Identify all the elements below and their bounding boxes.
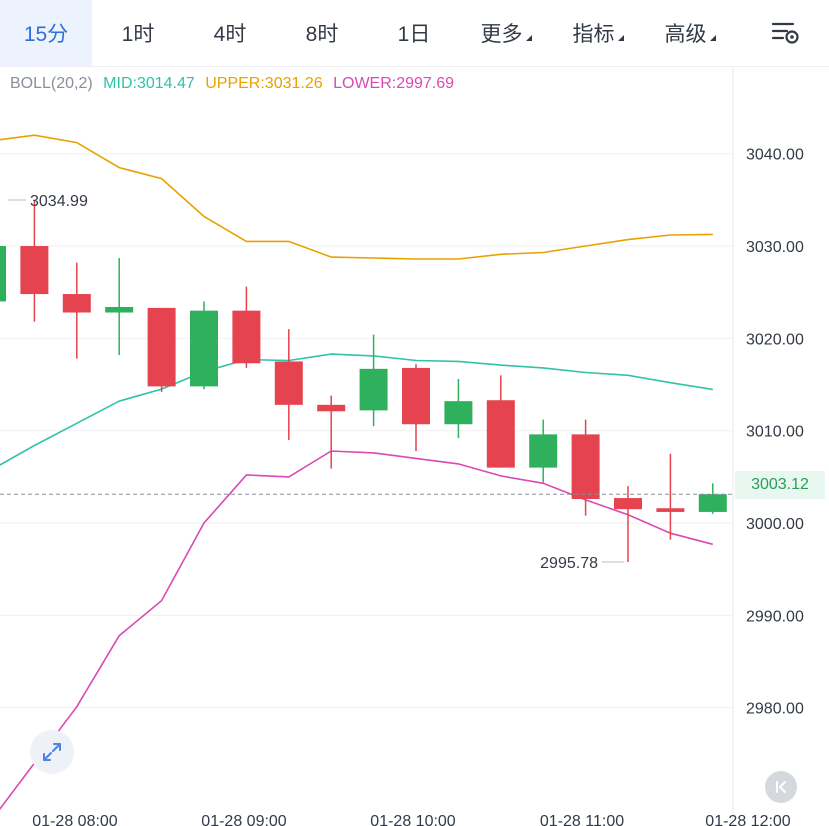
candle-body — [486, 400, 515, 468]
price-tick-label: 2980.00 — [746, 701, 804, 718]
chart-grid — [0, 153, 733, 709]
candle-body — [402, 367, 430, 425]
expand-arrows-icon — [43, 743, 61, 761]
candle-body — [20, 246, 49, 295]
candle-down — [571, 419, 600, 516]
candle-body — [147, 307, 176, 387]
time-tick-label: 01-28 11:00 — [540, 813, 624, 826]
candle-body — [571, 434, 600, 500]
tab-indicators[interactable]: 指标 — [552, 0, 644, 66]
candle-body — [62, 294, 91, 313]
candle-body — [656, 508, 685, 512]
extreme-markers: 3034.99 2995.78 — [8, 193, 624, 572]
boll-bands — [0, 134, 714, 811]
price-tick-label: 3040.00 — [746, 147, 804, 164]
chart-settings-button[interactable] — [743, 0, 829, 66]
candle-up — [359, 334, 388, 427]
candle-down — [232, 286, 261, 368]
last-price-badge: 3003.12 — [735, 471, 825, 499]
candle-down — [274, 329, 303, 440]
candle-down — [147, 307, 176, 392]
candle-body — [698, 494, 727, 512]
time-axis: 01-28 08:00 01-28 09:00 01-28 10:00 01-28 1… — [32, 813, 791, 826]
high-price-label: 3034.99 — [30, 193, 88, 210]
candle-body — [359, 368, 388, 411]
candle-body — [317, 404, 346, 412]
time-tick-label: 01-28 08:00 — [32, 813, 118, 826]
tab-more[interactable]: 更多 — [460, 0, 552, 66]
price-tick-label: 2990.00 — [746, 608, 804, 625]
chart-settings-icon — [771, 22, 799, 44]
candle-body — [444, 401, 473, 425]
boll-indicator-legend: BOLL(20,2) MID:3014.47 UPPER:3031.26 LOW… — [10, 75, 460, 93]
candle-body — [529, 434, 558, 468]
time-tick-label: 01-28 09:00 — [201, 813, 287, 826]
candle-up — [0, 246, 6, 302]
candles — [0, 199, 727, 562]
candle-body — [614, 498, 642, 510]
boll-upper-value: UPPER:3031.26 — [205, 75, 323, 92]
boll-name: BOLL(20,2) — [10, 75, 93, 92]
candle-down — [402, 364, 430, 452]
boll-lower-line — [0, 450, 714, 811]
candle-body — [105, 306, 134, 313]
scroll-to-latest-button[interactable] — [765, 771, 797, 803]
boll-mid-line — [0, 353, 713, 466]
candle-down — [317, 395, 346, 469]
candle-down — [614, 486, 642, 562]
candle-up — [698, 483, 727, 514]
timeframe-tabbar: 15分 1时 4时 8时 1日 更多 指标 高级 — [0, 0, 829, 67]
tab-15min[interactable]: 15分 — [0, 0, 92, 66]
candle-body — [190, 310, 218, 387]
skip-to-end-icon — [776, 781, 786, 793]
candle-up — [444, 378, 473, 439]
dropdown-caret-icon — [709, 35, 716, 41]
dropdown-caret-icon — [617, 35, 624, 41]
candle-down — [20, 199, 49, 322]
dropdown-caret-icon — [525, 35, 532, 41]
boll-upper-line — [0, 134, 713, 260]
candle-up — [105, 258, 134, 355]
candle-down — [62, 262, 91, 359]
price-axis: 3040.00 3030.00 3020.00 3010.00 3000.00 2990.… — [746, 147, 804, 718]
candle-body — [232, 310, 261, 364]
boll-mid-value: MID:3014.47 — [103, 75, 195, 92]
candle-down — [486, 375, 515, 468]
fullscreen-button[interactable] — [30, 730, 74, 774]
boll-lower-value: LOWER:2997.69 — [333, 75, 455, 92]
candle-body — [274, 361, 303, 405]
price-tick-label: 3000.00 — [746, 516, 804, 533]
price-tick-label: 3030.00 — [746, 239, 804, 256]
candle-up — [529, 419, 558, 483]
time-tick-label: 01-28 12:00 — [705, 813, 791, 826]
price-tick-label: 3010.00 — [746, 424, 804, 441]
price-tick-label: 3020.00 — [746, 331, 804, 348]
tab-4hour[interactable]: 4时 — [213, 23, 247, 46]
tab-1hour[interactable]: 1时 — [121, 23, 155, 46]
candle-down — [656, 453, 685, 540]
tab-8hour[interactable]: 8时 — [305, 23, 339, 46]
low-price-label: 2995.78 — [540, 555, 598, 572]
tab-1day[interactable]: 1日 — [397, 23, 431, 46]
time-tick-label: 01-28 10:00 — [370, 813, 456, 826]
candle-body — [0, 246, 6, 302]
candle-up — [190, 301, 218, 390]
tab-advanced[interactable]: 高级 — [644, 0, 736, 66]
